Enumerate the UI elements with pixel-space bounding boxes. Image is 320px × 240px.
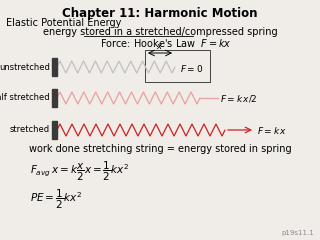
Bar <box>145 50 210 82</box>
Text: work done stretching string = energy stored in spring: work done stretching string = energy sto… <box>29 144 291 154</box>
Text: p19s11.1: p19s11.1 <box>281 230 314 236</box>
Text: $x$: $x$ <box>156 42 164 51</box>
Text: $F = k\,x$: $F = k\,x$ <box>257 125 287 136</box>
Text: $F = k\,x/2$: $F = k\,x/2$ <box>220 92 258 103</box>
Text: half stretched: half stretched <box>0 94 50 102</box>
Text: Elastic Potential Energy: Elastic Potential Energy <box>6 18 121 28</box>
Bar <box>52 58 57 76</box>
Text: Force: Hooke's Law  $F = kx$: Force: Hooke's Law $F = kx$ <box>100 37 232 49</box>
Text: stretched: stretched <box>10 126 50 134</box>
Text: $PE = \dfrac{1}{2}kx^2$: $PE = \dfrac{1}{2}kx^2$ <box>30 188 82 211</box>
Text: unstretched: unstretched <box>0 62 50 72</box>
Bar <box>52 89 57 107</box>
Bar <box>52 121 57 139</box>
Text: $F = 0$: $F = 0$ <box>180 64 203 74</box>
Text: energy stored in a stretched/compressed spring: energy stored in a stretched/compressed … <box>43 27 277 37</box>
Text: Chapter 11: Harmonic Motion: Chapter 11: Harmonic Motion <box>62 7 258 20</box>
Text: $F_{avg}\,x = k\dfrac{x}{2}x = \dfrac{1}{2}kx^2$: $F_{avg}\,x = k\dfrac{x}{2}x = \dfrac{1}… <box>30 160 129 183</box>
